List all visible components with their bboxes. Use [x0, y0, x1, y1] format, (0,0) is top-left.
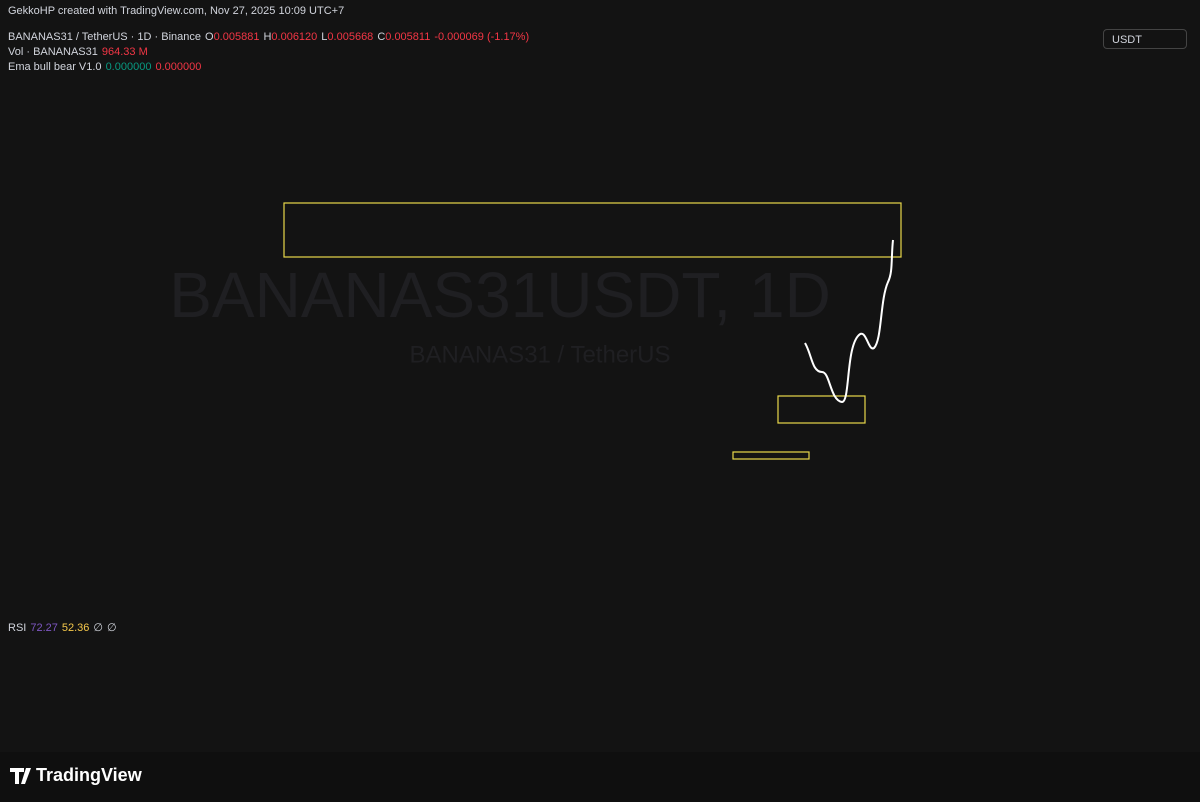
ohlc-item: C [377, 31, 386, 43]
logo-icon [10, 768, 31, 784]
ohlc-item: 0.006120 [271, 31, 318, 43]
ohlc-item: O [205, 31, 214, 43]
watermark-sub: BANANAS31 / TetherUS [409, 341, 670, 368]
rsi-value: 72.27 [30, 622, 58, 634]
ohlc-item: 0.005668 [327, 31, 374, 43]
indicator-legend: Ema bull bear V1.0 0.000000 0.000000 [8, 61, 205, 73]
ohlc-item: H [263, 31, 272, 43]
rsi-name: RSI [8, 622, 27, 634]
ohlc: O0.005881 H0.006120 L0.005668 C0.005811 -0.0… [205, 31, 533, 43]
symbol: BANANAS31 / TetherUS · 1D · Binance [8, 31, 201, 43]
ohlc-item: L [321, 31, 328, 43]
drawn-zone [283, 202, 902, 258]
brand: TradingView [36, 765, 143, 785]
currency: USDT [1112, 34, 1142, 46]
drawn-zone [732, 451, 810, 460]
rsi-legend: RSI 72.27 52.36 ∅ ∅ [8, 621, 121, 634]
volume-legend: Vol · BANANAS31 964.33 M [8, 46, 152, 58]
volume-value: 964.33 M [101, 46, 148, 58]
rsi-empty: ∅ [93, 622, 103, 634]
credit: GekkoHP created with TradingView.com, No… [8, 5, 348, 17]
ohlc-item: -0.000069 (-1.17%) [434, 31, 530, 43]
logo: TradingView [10, 765, 143, 785]
indicator-name: Ema bull bear V1.0 [8, 61, 102, 73]
indicator-value: 0.000000 [105, 61, 152, 73]
drawn-path [804, 239, 894, 404]
ohlc-item: 0.005881 [213, 31, 260, 43]
indicator-value: 0.000000 [155, 61, 202, 73]
drawn-zone [777, 395, 866, 424]
ohlc-item: 0.005811 [385, 31, 431, 43]
volume-name: Vol · BANANAS31 [8, 46, 98, 58]
watermark: BANANAS31USDT, 1D [169, 259, 831, 331]
symbol-legend: BANANAS31 / TetherUS · 1D · Binance O0.00… [8, 31, 537, 43]
credit-text: GekkoHP created with TradingView.com, No… [8, 5, 345, 17]
rsi-ma-value: 52.36 [61, 622, 90, 634]
currency-button[interactable]: USDT [1103, 29, 1187, 49]
footer-bg [0, 752, 1200, 802]
rsi-empty: ∅ [107, 622, 117, 634]
